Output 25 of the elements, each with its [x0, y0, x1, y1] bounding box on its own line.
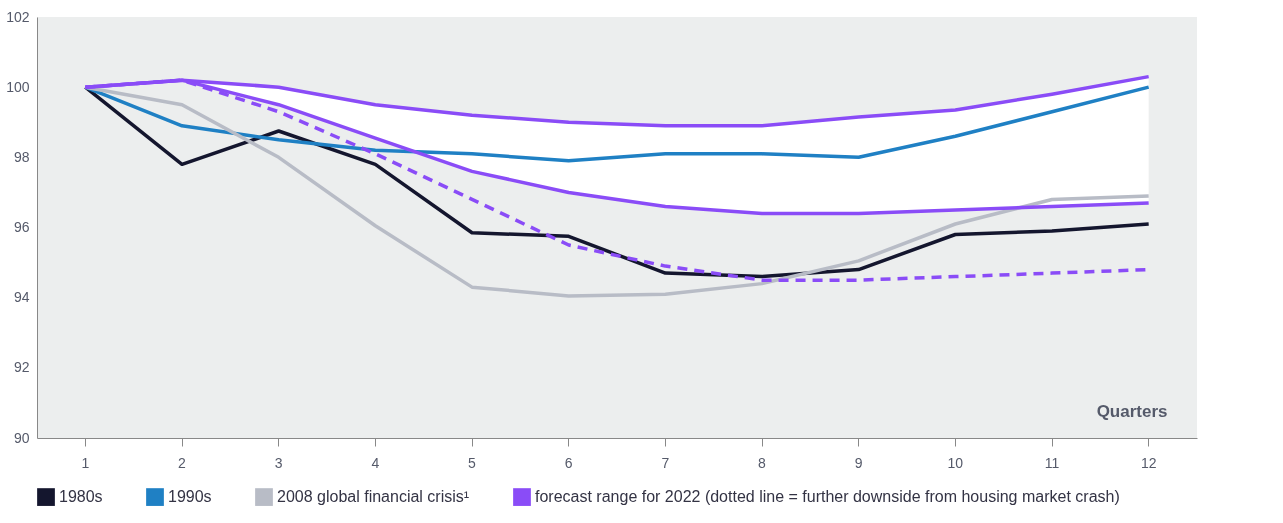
y-tick-label: 98 [13, 148, 30, 165]
y-tick-label: 94 [13, 289, 30, 306]
x-tick-label: 9 [854, 454, 863, 471]
x-tick-label: 8 [758, 454, 767, 471]
y-tick-label: 90 [13, 429, 30, 446]
x-tick-label: 6 [564, 454, 573, 471]
line-series [83, 85, 1151, 163]
x-tick-label: 12 [1140, 454, 1157, 471]
y-tick-label: 96 [13, 219, 30, 235]
x-tick-label: 5 [468, 454, 477, 471]
x-tick-label: 2 [178, 454, 187, 471]
legend-label: 1980s [59, 488, 103, 506]
y-tick-label: 102 [6, 8, 30, 25]
legend-label: 1990s [168, 488, 212, 506]
y-tick-label: 92 [13, 359, 30, 376]
x-tick-label: 10 [947, 454, 964, 471]
x-tick-label: 11 [1044, 454, 1060, 471]
legend-label: 2008 global financial crisis¹ [277, 488, 470, 506]
y-tick-label: 100 [6, 78, 30, 95]
x-tick-label: 1 [81, 454, 90, 471]
legend-label: forecast range for 2022 (dotted line = further downside from housing market crash) [535, 488, 1120, 506]
x-axis-title: Quarters [1096, 401, 1168, 421]
x-tick-label: 4 [371, 454, 380, 471]
x-tick-label: 7 [661, 454, 670, 471]
x-tick-label: 3 [274, 454, 283, 471]
